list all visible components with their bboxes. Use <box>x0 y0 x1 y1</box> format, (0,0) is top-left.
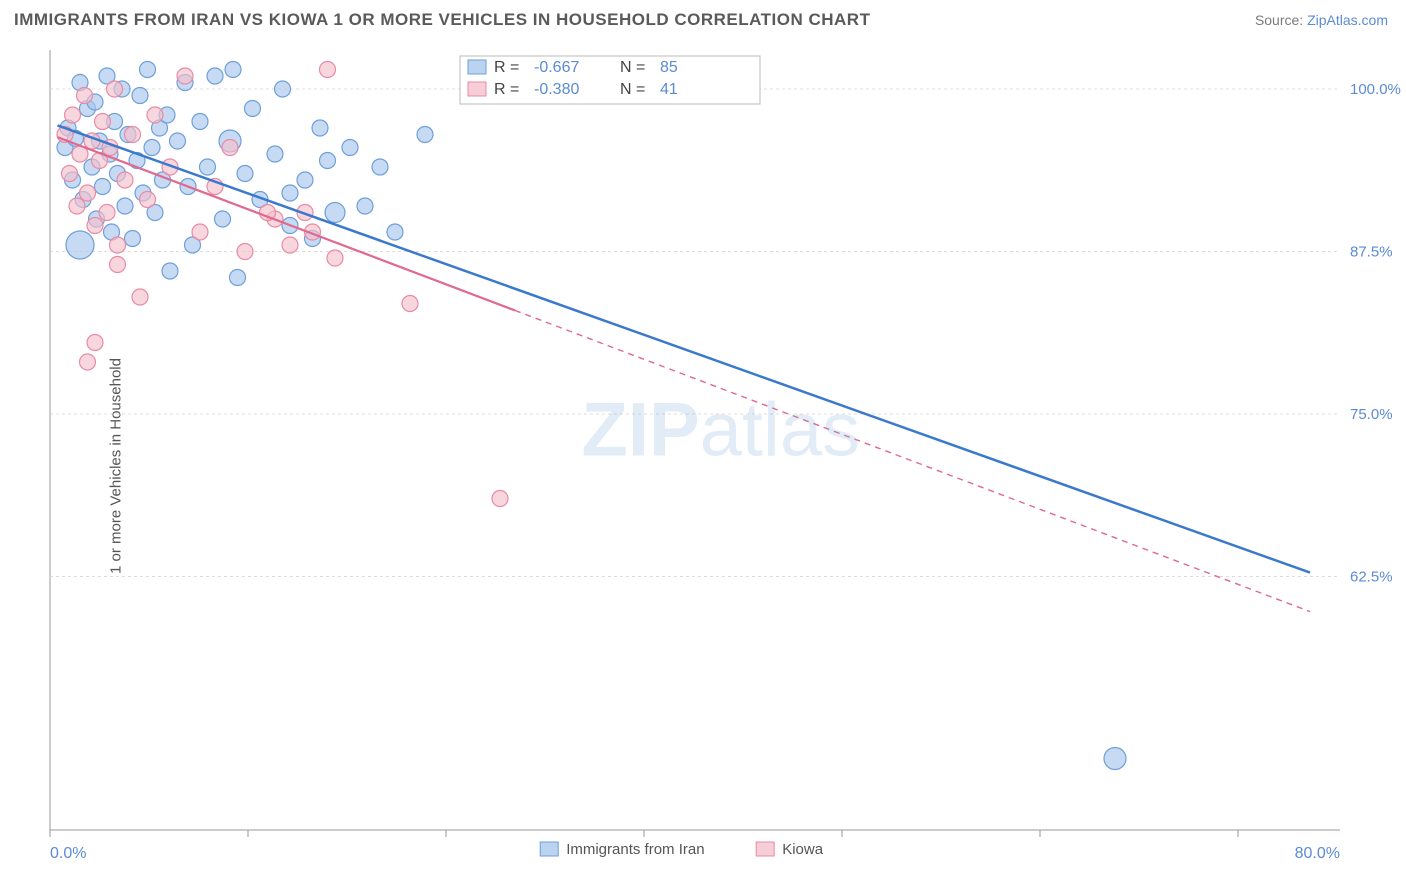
legend-label: Kiowa <box>782 841 824 858</box>
y-tick-label: 75.0% <box>1350 406 1393 423</box>
data-point <box>69 198 85 214</box>
data-point <box>237 244 253 260</box>
legend-swatch <box>468 82 486 96</box>
data-point <box>492 491 508 507</box>
data-point <box>357 198 373 214</box>
data-point <box>117 198 133 214</box>
data-point <box>80 185 96 201</box>
data-point <box>140 192 156 208</box>
data-point <box>110 237 126 253</box>
data-point <box>147 107 163 123</box>
data-point <box>95 114 111 130</box>
data-point <box>327 250 343 266</box>
data-point <box>282 237 298 253</box>
data-point <box>245 101 261 117</box>
data-point <box>99 205 115 221</box>
source-link[interactable]: ZipAtlas.com <box>1307 12 1388 28</box>
data-point <box>267 146 283 162</box>
legend-swatch <box>756 842 774 856</box>
data-point <box>282 185 298 201</box>
data-point <box>77 88 93 104</box>
trend-line <box>58 125 1311 572</box>
x-min-label: 0.0% <box>50 845 86 860</box>
data-point <box>207 68 223 84</box>
data-point <box>1104 748 1126 770</box>
data-point <box>95 179 111 195</box>
data-point <box>402 296 418 312</box>
data-point <box>140 62 156 78</box>
legend-swatch <box>468 60 486 74</box>
data-point <box>125 231 141 247</box>
data-point <box>222 140 238 156</box>
r-label: R = <box>494 59 519 76</box>
data-point <box>225 62 241 78</box>
data-point <box>237 166 253 182</box>
scatter-chart: 62.5% 75.0% 87.5% 100.0% 0.0% 80.0% ZIPatlas R … <box>0 40 1406 860</box>
data-point <box>132 88 148 104</box>
chart-title: IMMIGRANTS FROM IRAN VS KIOWA 1 OR MORE … <box>14 10 870 30</box>
data-point <box>62 166 78 182</box>
legend-label: Immigrants from Iran <box>566 841 704 858</box>
data-point <box>170 133 186 149</box>
y-tick-label: 87.5% <box>1350 244 1393 261</box>
data-point <box>320 62 336 78</box>
data-point <box>117 172 133 188</box>
y-axis-label: 1 or more Vehicles in Household <box>107 358 124 574</box>
y-tick-label: 100.0% <box>1350 81 1401 98</box>
y-tick-label: 62.5% <box>1350 569 1393 586</box>
data-point <box>215 211 231 227</box>
data-point <box>342 140 358 156</box>
data-point <box>312 120 328 136</box>
r-value: -0.380 <box>534 81 579 98</box>
n-label: N = <box>620 81 645 98</box>
n-value: 85 <box>660 59 678 76</box>
data-point <box>65 107 81 123</box>
data-point <box>87 335 103 351</box>
data-point <box>372 159 388 175</box>
data-point <box>107 81 123 97</box>
data-point <box>132 289 148 305</box>
n-value: 41 <box>660 81 678 98</box>
data-point <box>144 140 160 156</box>
data-point <box>110 257 126 273</box>
data-point <box>417 127 433 143</box>
data-point <box>177 68 193 84</box>
data-point <box>80 354 96 370</box>
x-max-label: 80.0% <box>1295 845 1340 860</box>
data-point <box>320 153 336 169</box>
data-point <box>297 172 313 188</box>
legend-swatch <box>540 842 558 856</box>
data-point <box>192 224 208 240</box>
data-point <box>387 224 403 240</box>
source-label: Source: ZipAtlas.com <box>1255 12 1388 28</box>
watermark: ZIPatlas <box>581 388 860 473</box>
data-point <box>230 270 246 286</box>
data-point <box>200 159 216 175</box>
data-point <box>192 114 208 130</box>
data-point <box>275 81 291 97</box>
r-value: -0.667 <box>534 59 579 76</box>
plot-area: 1 or more Vehicles in Household 62.5% 75.… <box>0 40 1406 892</box>
n-label: N = <box>620 59 645 76</box>
data-point <box>325 203 345 223</box>
data-point <box>162 263 178 279</box>
trend-line <box>58 137 516 310</box>
data-point <box>66 231 94 259</box>
data-point <box>125 127 141 143</box>
data-point <box>87 218 103 234</box>
r-label: R = <box>494 81 519 98</box>
